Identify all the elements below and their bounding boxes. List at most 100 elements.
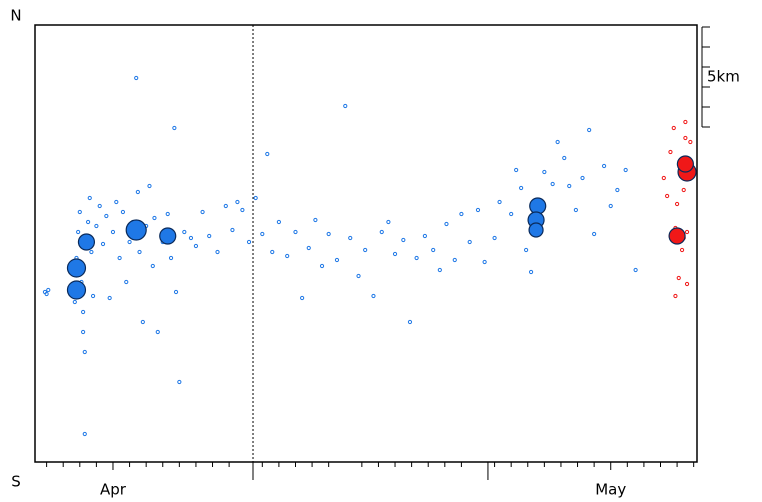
event [492, 235, 497, 241]
event [300, 295, 305, 301]
south-label: S [11, 473, 21, 491]
event [82, 431, 87, 437]
event [152, 215, 157, 221]
event [215, 249, 220, 255]
event [392, 251, 398, 257]
event [127, 239, 132, 245]
large-event [668, 227, 686, 245]
event [363, 247, 368, 253]
event [100, 241, 106, 247]
event [555, 139, 560, 145]
event [94, 223, 99, 229]
event [90, 293, 96, 299]
event [482, 259, 487, 265]
event [683, 119, 688, 125]
event [580, 175, 585, 181]
event [528, 269, 534, 275]
event [431, 247, 436, 253]
event [114, 199, 119, 205]
event [683, 135, 688, 141]
event [422, 233, 427, 239]
event [371, 293, 376, 299]
event [592, 231, 597, 237]
event [601, 163, 607, 169]
large-event [676, 155, 694, 173]
event [134, 75, 139, 81]
event [608, 203, 613, 209]
event [684, 229, 690, 235]
event [200, 209, 205, 215]
large-event [528, 222, 544, 238]
event [313, 217, 318, 223]
scale-label: 5km [707, 68, 740, 86]
event [334, 257, 340, 263]
event [550, 181, 555, 187]
event [633, 267, 638, 273]
event [135, 189, 140, 195]
event [188, 235, 194, 241]
large-event [66, 280, 87, 300]
event [270, 249, 275, 255]
event [444, 221, 449, 227]
event [87, 195, 92, 201]
event [509, 211, 514, 217]
event [573, 207, 578, 213]
event [524, 247, 529, 253]
event [182, 229, 187, 235]
large-event [125, 219, 147, 241]
event [120, 209, 126, 215]
event [623, 167, 628, 173]
event [110, 229, 116, 235]
event [77, 209, 82, 215]
event [414, 255, 419, 261]
event [386, 219, 391, 225]
event [319, 263, 325, 269]
event [207, 233, 212, 239]
event [97, 203, 102, 209]
event [348, 235, 353, 241]
event [137, 249, 142, 255]
event [673, 293, 678, 299]
event [223, 203, 228, 209]
event [326, 231, 331, 237]
event [684, 281, 690, 287]
event [475, 207, 481, 213]
event [452, 257, 457, 263]
x-tick-label: Apr [100, 481, 127, 499]
event [89, 249, 94, 255]
large-event [77, 233, 96, 251]
event [661, 175, 666, 181]
event [124, 279, 129, 285]
event [240, 207, 245, 213]
event [567, 183, 572, 189]
event [173, 289, 179, 295]
event [356, 273, 361, 279]
event [177, 379, 182, 385]
event [168, 255, 174, 261]
event [260, 231, 265, 237]
event [81, 329, 86, 335]
event [519, 185, 524, 191]
event [150, 263, 155, 269]
event [147, 183, 152, 189]
plot-frame [34, 24, 698, 463]
event [104, 213, 109, 219]
event [155, 329, 160, 335]
event [437, 267, 442, 273]
event [76, 229, 81, 235]
event [671, 125, 676, 131]
event [676, 275, 681, 281]
event [668, 149, 673, 155]
large-event [159, 227, 177, 245]
event [587, 127, 592, 133]
event [140, 319, 145, 325]
north-label: N [10, 7, 21, 25]
event [81, 309, 86, 315]
event [343, 103, 348, 109]
event [401, 237, 406, 243]
event [85, 219, 91, 225]
event [46, 287, 51, 293]
event [679, 247, 685, 253]
event [44, 291, 49, 297]
event [497, 199, 502, 205]
